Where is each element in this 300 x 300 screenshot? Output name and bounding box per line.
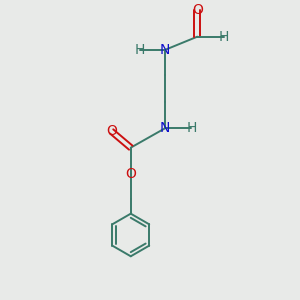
- Text: H: H: [186, 122, 197, 135]
- Text: H: H: [134, 43, 145, 57]
- Text: N: N: [160, 122, 170, 135]
- Text: N: N: [160, 43, 170, 57]
- Text: O: O: [125, 167, 136, 181]
- Text: O: O: [106, 124, 117, 138]
- Text: O: O: [192, 3, 203, 17]
- Text: H: H: [219, 30, 229, 44]
